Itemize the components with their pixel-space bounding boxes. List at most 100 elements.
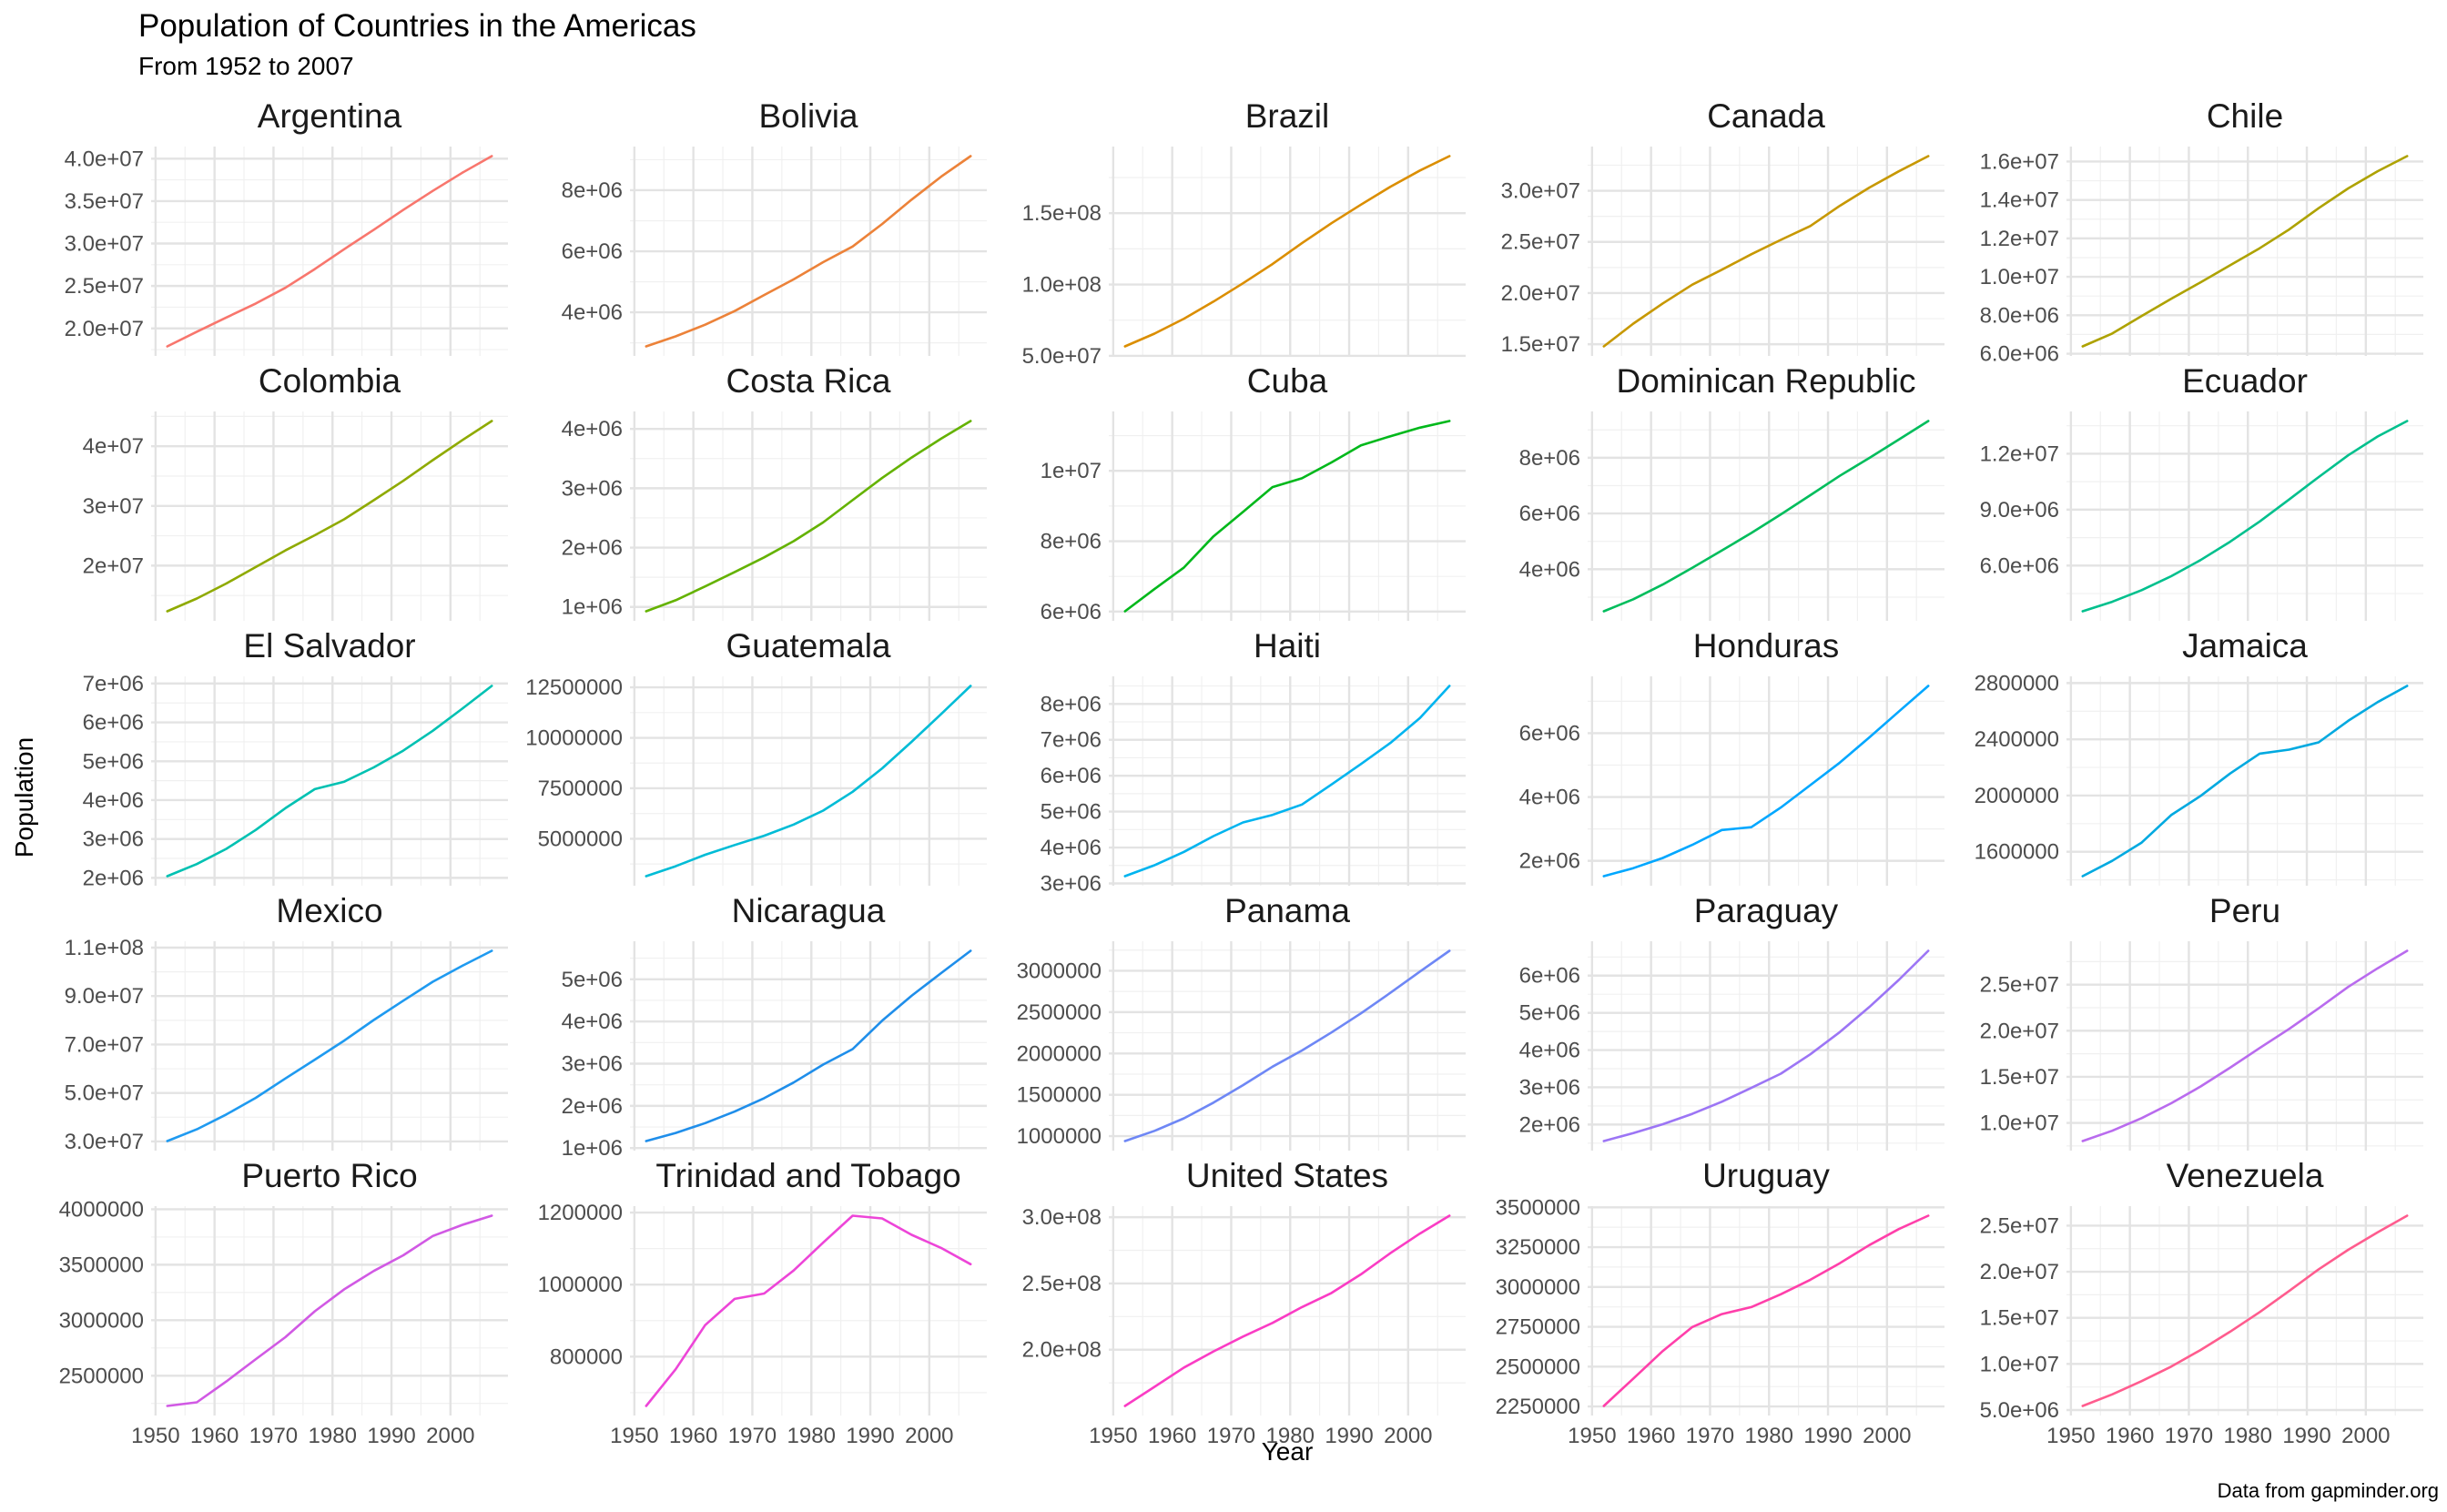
series-line-costa-rica	[645, 420, 972, 613]
series-line-el-salvador	[166, 685, 493, 878]
y-tick-label: 1.5e+07	[1980, 1065, 2059, 1090]
series-line-brazil	[1123, 155, 1451, 348]
facet-united-states: 2.0e+08 2.5e+08 3.0e+08 United States 1950 19…	[1022, 1157, 1466, 1448]
y-tick-label: 2000000	[1017, 1041, 1102, 1066]
series-line-nicaragua	[645, 949, 972, 1142]
y-tick-label: 3500000	[59, 1253, 144, 1277]
y-tick-label: 8e+06	[1519, 446, 1580, 471]
y-tick-label: 3000000	[1017, 959, 1102, 983]
y-tick-label: 4e+06	[1041, 836, 1102, 860]
facet-label-peru: Peru	[2209, 892, 2280, 929]
y-tick-label: 6e+06	[1519, 502, 1580, 526]
y-tick-label: 800000	[550, 1345, 623, 1369]
chart-caption: Data from gapminder.org	[2218, 1479, 2439, 1502]
y-tick-label: 1000000	[538, 1273, 623, 1297]
y-tick-label: 1.5e+08	[1022, 201, 1102, 226]
y-tick-label: 3.0e+07	[1501, 179, 1580, 204]
x-tick-label: 1980	[2224, 1424, 2272, 1448]
y-tick-label: 2.0e+07	[1501, 281, 1580, 306]
y-tick-label: 7e+06	[83, 672, 144, 696]
y-tick-label: 4e+06	[562, 300, 623, 325]
chart-subtitle: From 1952 to 2007	[138, 52, 354, 80]
y-tick-label: 1.5e+07	[1501, 332, 1580, 357]
series-line-dominican-republic	[1602, 420, 1930, 613]
facet-cuba: 6e+06 8e+06 1e+07 Cuba	[1041, 362, 1466, 624]
x-tick-label: 2000	[2341, 1424, 2390, 1448]
series-line-argentina	[166, 155, 493, 348]
y-tick-label: 6e+06	[1519, 964, 1580, 989]
y-tick-label: 4e+06	[83, 788, 144, 813]
y-tick-label: 4e+06	[562, 417, 623, 441]
series-line-paraguay	[1602, 949, 1930, 1142]
y-tick-label: 8e+06	[562, 178, 623, 203]
facet-label-uruguay: Uruguay	[1702, 1157, 1830, 1194]
y-tick-label: 6e+06	[1041, 764, 1102, 788]
y-tick-label: 2e+06	[1519, 849, 1580, 874]
y-tick-label: 6e+06	[562, 239, 623, 264]
facet-el-salvador: 2e+06 3e+06 4e+06 5e+06 6e+06 7e+06 El Salvado…	[83, 627, 508, 890]
y-tick-label: 3.0e+08	[1022, 1205, 1102, 1230]
series-line-mexico	[166, 949, 493, 1142]
y-tick-label: 1.0e+08	[1022, 273, 1102, 298]
y-tick-label: 5.0e+07	[65, 1081, 144, 1106]
facet-label-united-states: United States	[1186, 1157, 1388, 1194]
y-tick-label: 1.2e+07	[1980, 227, 2059, 251]
x-tick-label: 1970	[2165, 1424, 2213, 1448]
x-tick-label: 1960	[1627, 1424, 1675, 1448]
y-tick-label: 2.0e+08	[1022, 1338, 1102, 1363]
y-tick-label: 3e+06	[83, 827, 144, 852]
series-line-uruguay	[1602, 1214, 1930, 1407]
series-line-peru	[2081, 949, 2409, 1142]
y-tick-label: 3000000	[1496, 1275, 1580, 1300]
x-tick-label: 1970	[728, 1424, 777, 1448]
x-tick-label: 1990	[2282, 1424, 2330, 1448]
facet-label-cuba: Cuba	[1247, 362, 1328, 400]
y-tick-label: 8e+06	[1041, 530, 1102, 554]
y-tick-label: 3e+07	[83, 494, 144, 519]
y-tick-label: 2.5e+07	[65, 274, 144, 299]
x-tick-label: 2000	[905, 1424, 953, 1448]
facet-ecuador: 6.0e+06 9.0e+06 1.2e+07 Ecuador	[1980, 362, 2423, 621]
series-line-puerto-rico	[166, 1214, 493, 1407]
facet-uruguay: 2250000 2500000 2750000 3000000 3250000 35000…	[1496, 1157, 1944, 1448]
y-tick-label: 2.5e+07	[1980, 973, 2059, 998]
facet-label-jamaica: Jamaica	[2182, 627, 2308, 665]
x-axis-title: Year	[1262, 1437, 1314, 1466]
facet-brazil: 5.0e+07 1.0e+08 1.5e+08 Brazil	[1022, 97, 1466, 369]
facet-panels: 2.0e+07 2.5e+07 3.0e+07 3.5e+07 4.0e+07 Argen…	[59, 97, 2423, 1448]
facet-label-costa-rica: Costa Rica	[726, 362, 891, 400]
facet-nicaragua: 1e+06 2e+06 3e+06 4e+06 5e+06 Nicaragua	[562, 892, 987, 1161]
y-tick-label: 5e+06	[562, 968, 623, 992]
facet-label-mexico: Mexico	[276, 892, 382, 929]
y-tick-label: 6e+06	[1519, 721, 1580, 746]
facet-honduras: 2e+06 4e+06 6e+06 Honduras	[1519, 627, 1944, 886]
y-tick-label: 2.0e+07	[1980, 1260, 2059, 1284]
x-tick-label: 1990	[846, 1424, 894, 1448]
x-tick-label: 1990	[1325, 1424, 1373, 1448]
facet-label-brazil: Brazil	[1245, 97, 1330, 135]
x-tick-label: 2000	[426, 1424, 474, 1448]
y-tick-label: 5e+06	[1041, 800, 1102, 825]
facet-paraguay: 2e+06 3e+06 4e+06 5e+06 6e+06 Paraguay	[1519, 892, 1944, 1151]
y-tick-label: 12500000	[525, 675, 623, 700]
y-tick-label: 4e+06	[1519, 1039, 1580, 1063]
x-tick-label: 1950	[131, 1424, 179, 1448]
facet-colombia: 2e+07 3e+07 4e+07 Colombia	[83, 362, 508, 621]
y-tick-label: 3000000	[59, 1308, 144, 1333]
facet-label-el-salvador: El Salvador	[243, 627, 415, 665]
y-tick-label: 2.0e+07	[65, 317, 144, 341]
y-tick-label: 2500000	[59, 1364, 144, 1388]
facet-panama: 1000000 1500000 2000000 2500000 3000000 Panam…	[1017, 892, 1466, 1151]
y-tick-label: 1.1e+08	[65, 936, 144, 960]
x-tick-label: 1960	[1148, 1424, 1196, 1448]
facet-dominican-republic: 4e+06 6e+06 8e+06 Dominican Republic	[1519, 362, 1944, 621]
facet-jamaica: 1600000 2000000 2400000 2800000 Jamaica	[1975, 627, 2423, 886]
y-tick-label: 2.5e+07	[1501, 230, 1580, 255]
y-tick-label: 3e+06	[1041, 871, 1102, 896]
facet-label-bolivia: Bolivia	[759, 97, 858, 135]
x-tick-label: 1950	[1568, 1424, 1616, 1448]
y-tick-label: 2400000	[1975, 727, 2059, 752]
series-line-trinidad-and-tobago	[645, 1214, 972, 1407]
y-tick-label: 6.0e+06	[1980, 342, 2059, 367]
y-tick-label: 4e+06	[1519, 557, 1580, 582]
